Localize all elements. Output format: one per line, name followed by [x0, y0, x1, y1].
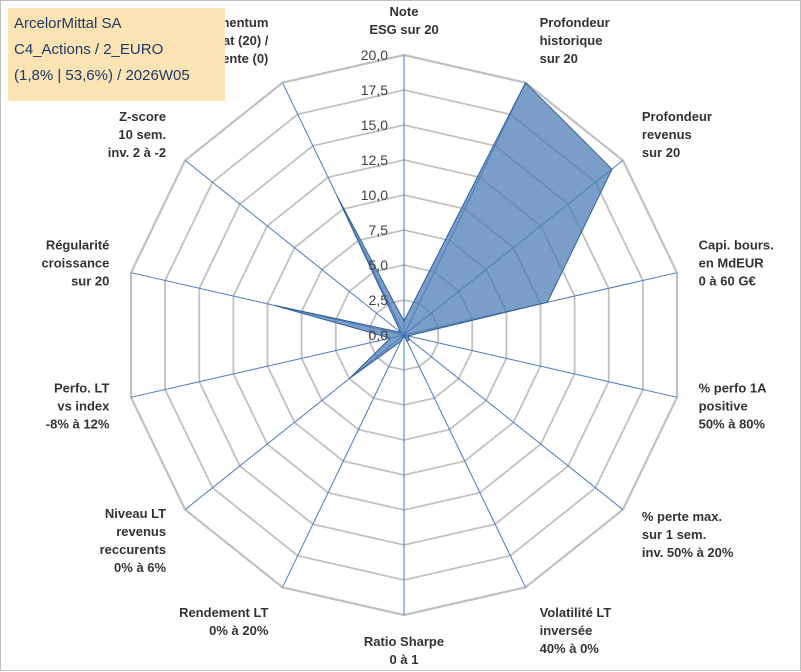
axis-label-line: croissance — [41, 256, 109, 271]
axis-label: Z-score 10 sem. inv. 2 à -2 — [108, 109, 166, 160]
axis-label-line: historique — [540, 33, 603, 48]
axis-label-line: reccurents — [100, 542, 166, 557]
title-category: C4_Actions / 2_EURO — [14, 41, 164, 58]
axis-label-line: inv. 2 à -2 — [108, 145, 166, 160]
axis-spoke — [282, 334, 405, 588]
axis-label: Perfo. LT vs index -8% à 12% — [46, 380, 110, 431]
tick-label: 12,5 — [361, 152, 388, 168]
title-company: ArcelorMittal SA — [14, 15, 122, 32]
axis-label-line: sur 20 — [71, 274, 109, 289]
axis-label-line: 0% à 6% — [114, 560, 166, 575]
axis-spoke — [403, 334, 624, 510]
tick-label: 7,5 — [369, 222, 389, 238]
axis-label-line: 0 à 1 — [390, 652, 419, 667]
axis-label-line: Profondeur — [540, 15, 610, 30]
axis-label-line: 0% à 20% — [209, 623, 269, 638]
tick-label: 0,0 — [369, 327, 389, 343]
axis-spoke — [184, 160, 405, 336]
axis-label: Profondeur revenus sur 20 — [642, 109, 712, 160]
title-period: (1,8% | 53,6%) / 2026W05 — [14, 67, 190, 84]
axis-label: Capi. bours. en MdEUR 0 à 60 G€ — [699, 238, 774, 289]
axis-label-line: Régularité — [46, 238, 110, 253]
axis-label-line: ESG sur 20 — [369, 22, 438, 37]
axis-label-line: 0 à 60 G€ — [699, 274, 756, 289]
axis-label: Niveau LT revenus reccurents 0% à 6% — [100, 506, 167, 575]
axis-label-line: Volatilité LT — [540, 605, 612, 620]
axis-label-line: Rendement LT — [179, 605, 268, 620]
tick-label: 5,0 — [369, 257, 389, 273]
axis-spoke — [403, 334, 526, 588]
axis-label-line: Ratio Sharpe — [364, 634, 444, 649]
axis-label: Ratio Sharpe 0 à 1 — [364, 634, 444, 667]
axis-label-line: Z-score — [119, 109, 166, 124]
axis-label-line: % perte max. — [642, 509, 722, 524]
axis-label-line: inv. 50% à 20% — [642, 545, 734, 560]
radar-axis-labels: Note ESG sur 20 Profondeur historique sur 20… — [41, 4, 773, 667]
data-area — [274, 81, 613, 380]
axis-label-line: -8% à 12% — [46, 416, 110, 431]
axis-label-line: sur 1 sem. — [642, 527, 706, 542]
axis-label-line: revenus — [116, 524, 166, 539]
axis-label: % perfo 1A positive 50% à 80% — [699, 380, 768, 431]
tick-label: 20,0 — [361, 47, 388, 63]
axis-label-line: en MdEUR — [699, 256, 765, 271]
axis-spoke — [403, 334, 678, 398]
axis-label-line: Note — [390, 4, 419, 19]
axis-label: Rendement LT 0% à 20% — [179, 605, 269, 638]
axis-label: Note ESG sur 20 — [369, 4, 438, 37]
axis-label-line: revenus — [642, 127, 692, 142]
axis-label: Profondeur historique sur 20 — [540, 15, 610, 66]
axis-label-line: Perfo. LT — [54, 380, 109, 395]
axis-label-line: 40% à 0% — [540, 641, 600, 656]
radar-tick-labels: 0,0 2,5 5,0 7,5 10,0 12,5 15,0 17,5 20,0 — [361, 47, 388, 343]
axis-label: % perte max. sur 1 sem. inv. 50% à 20% — [642, 509, 734, 560]
tick-label: 15,0 — [361, 117, 388, 133]
axis-label-line: sur 20 — [642, 145, 680, 160]
axis-label: Régularité croissance sur 20 — [41, 238, 109, 289]
axis-label: Volatilité LT inversée 40% à 0% — [540, 605, 612, 656]
axis-label-line: 10 sem. — [118, 127, 166, 142]
chart-title-box: ArcelorMittal SA C4_Actions / 2_EURO (1,… — [8, 8, 225, 101]
axis-label-line: Niveau LT — [105, 506, 166, 521]
axis-spoke — [130, 334, 405, 398]
axis-label-line: vs index — [57, 398, 110, 413]
axis-label-line: inversée — [540, 623, 593, 638]
tick-label: 10,0 — [361, 187, 388, 203]
axis-label-line: positive — [699, 398, 748, 413]
axis-label-line: % perfo 1A — [699, 380, 768, 395]
axis-label-line: Vente (0) — [214, 51, 268, 66]
axis-label-line: Capi. bours. — [699, 238, 774, 253]
axis-label-line: 50% à 80% — [699, 416, 766, 431]
tick-label: 2,5 — [369, 292, 389, 308]
axis-label-line: Profondeur — [642, 109, 712, 124]
radar-series — [274, 81, 613, 380]
tick-label: 17,5 — [361, 82, 388, 98]
axis-label-line: sur 20 — [540, 51, 578, 66]
